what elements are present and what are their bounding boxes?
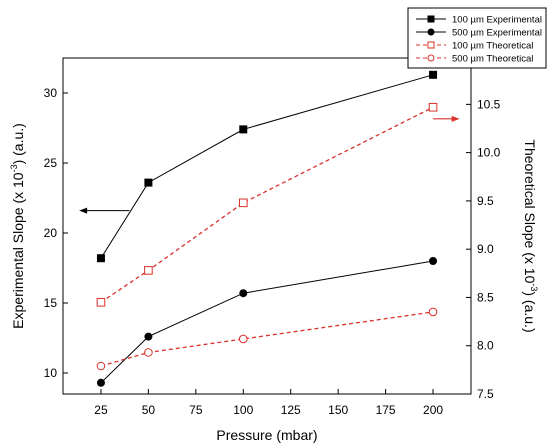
data-point bbox=[144, 266, 153, 275]
x-tick-label: 125 bbox=[281, 403, 301, 417]
y2-axis-title-suffix: ) (a.u.) bbox=[522, 291, 538, 332]
x-tick-label: 175 bbox=[376, 403, 396, 417]
x-tick-label: 200 bbox=[423, 403, 443, 417]
legend-label: 500 µm Experimental bbox=[452, 28, 542, 39]
data-point bbox=[96, 361, 106, 371]
data-point bbox=[144, 332, 153, 341]
y-tick-label: 10 bbox=[44, 366, 58, 380]
data-point bbox=[238, 198, 248, 208]
data-point bbox=[239, 289, 248, 298]
data-point bbox=[96, 297, 106, 307]
y-tick-label: 20 bbox=[44, 226, 58, 240]
legend-marker bbox=[427, 28, 435, 36]
data-point bbox=[96, 378, 105, 387]
data-point bbox=[428, 102, 438, 112]
annotations bbox=[79, 115, 460, 214]
y-tick-label: 15 bbox=[44, 296, 58, 310]
y2-axis-title-exponent: -3 bbox=[529, 283, 539, 291]
series-2 bbox=[96, 257, 438, 387]
right-axis-arrow-head bbox=[451, 115, 460, 122]
x-tick-label: 50 bbox=[142, 403, 156, 417]
series-1 bbox=[96, 70, 438, 263]
left-axis-arrow-head bbox=[79, 207, 88, 214]
y2-tick-label: 8.5 bbox=[477, 290, 494, 304]
series-line bbox=[100, 74, 434, 259]
legend-item: 500 µm Experimental bbox=[416, 28, 542, 39]
y2-tick-label: 10.0 bbox=[477, 146, 501, 160]
y-axis-title: Experimental Slope (x 10-3) (a.u.) bbox=[9, 123, 26, 329]
legend: 100 µm Experimental 500 µm Experimental 10… bbox=[407, 7, 547, 69]
series-line bbox=[100, 106, 434, 303]
legend-item: 500 µm Theoretical bbox=[416, 54, 533, 65]
data-point bbox=[428, 307, 438, 317]
plot-frame bbox=[62, 57, 472, 395]
legend-label: 100 µm Theoretical bbox=[452, 41, 533, 52]
y2-axis-title: Theoretical Slope (x 10-3) (a.u.) bbox=[522, 139, 539, 332]
y2-tick-label: 10.5 bbox=[477, 97, 501, 111]
series-line bbox=[100, 260, 434, 384]
data-point bbox=[96, 254, 105, 263]
series-4 bbox=[96, 307, 438, 371]
data-point bbox=[144, 348, 153, 357]
legend-marker bbox=[427, 54, 435, 62]
y2-tick-label: 9.5 bbox=[477, 194, 494, 208]
legend-label: 500 µm Theoretical bbox=[452, 54, 533, 65]
x-axis-title: Pressure (mbar) bbox=[216, 427, 317, 443]
ticks: 25 50 75 100 125 150 175 200 10 15 20 25 30 7.5 8.0 8.5… bbox=[44, 86, 501, 417]
y2-tick-label: 9.0 bbox=[477, 242, 494, 256]
series bbox=[96, 70, 438, 387]
x-tick-label: 75 bbox=[189, 403, 203, 417]
x-tick-label: 25 bbox=[94, 403, 108, 417]
series-3 bbox=[96, 102, 438, 307]
data-point bbox=[429, 70, 438, 79]
legend-label: 100 µm Experimental bbox=[452, 15, 542, 26]
y-tick-label: 30 bbox=[44, 86, 58, 100]
y2-tick-label: 8.0 bbox=[477, 339, 494, 353]
data-point bbox=[144, 178, 153, 187]
legend-items: 100 µm Experimental 500 µm Experimental 10… bbox=[416, 15, 542, 65]
data-point bbox=[239, 125, 248, 134]
series-line bbox=[100, 311, 434, 367]
y-axis-title-exponent: -3 bbox=[9, 164, 19, 172]
legend-item: 100 µm Theoretical bbox=[416, 41, 533, 52]
y-axis-title-prefix: Experimental Slope (x 10 bbox=[10, 172, 26, 329]
data-point bbox=[429, 257, 438, 265]
legend-item: 100 µm Experimental bbox=[416, 15, 542, 26]
legend-marker bbox=[427, 15, 435, 23]
x-tick-label: 150 bbox=[328, 403, 348, 417]
legend-marker bbox=[427, 41, 435, 49]
y2-axis-title-prefix: Theoretical Slope (x 10 bbox=[522, 139, 538, 283]
x-tick-label: 100 bbox=[233, 403, 253, 417]
y2-tick-label: 7.5 bbox=[477, 387, 494, 401]
data-point bbox=[238, 334, 248, 344]
y-axis-title-suffix: ) (a.u.) bbox=[10, 123, 26, 164]
y-tick-label: 25 bbox=[44, 156, 58, 170]
